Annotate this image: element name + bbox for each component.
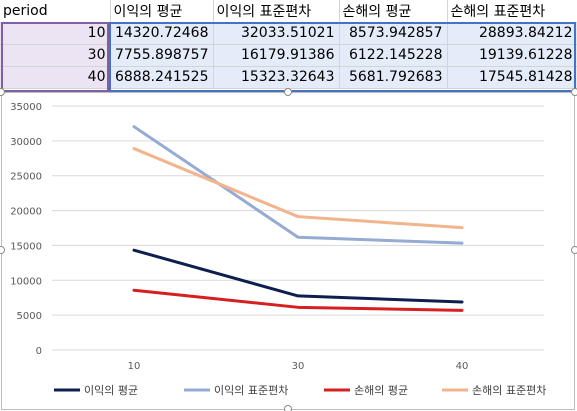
- resize-handle-top-left[interactable]: [0, 88, 5, 96]
- series-line-4[interactable]: [132, 147, 464, 230]
- x-tick-label: 30: [292, 361, 305, 372]
- cell-period[interactable]: 10: [0, 22, 111, 45]
- y-tick-label: 10000: [10, 276, 42, 287]
- cell-loss-mean[interactable]: 5681.792683: [339, 66, 448, 89]
- header-cell-period[interactable]: period: [0, 0, 111, 23]
- y-tick-label: 25000: [10, 172, 42, 183]
- series-line-2[interactable]: [132, 125, 464, 245]
- cell-profit-std[interactable]: 32033.51021: [213, 22, 340, 45]
- resize-handle-top-right[interactable]: [571, 88, 577, 96]
- cell-profit-mean[interactable]: 14320.72468: [110, 22, 214, 45]
- x-tick-label: 40: [456, 361, 469, 372]
- header-cell-loss-std[interactable]: 손해의 표준편차: [447, 0, 577, 23]
- table-row: 30 7755.898757 16179.91386 6122.145228 1…: [0, 44, 577, 67]
- cell-profit-mean[interactable]: 7755.898757: [110, 44, 214, 67]
- y-tick-label: 5000: [17, 311, 42, 322]
- cell-loss-std[interactable]: 19139.61228: [447, 44, 577, 67]
- y-tick-label: 30000: [10, 137, 42, 148]
- chart-object[interactable]: 0 5000 10000 15000 20000 25000 30000 35000 10 30 4…: [1, 92, 575, 410]
- header-cell-loss-mean[interactable]: 손해의 평균: [339, 0, 448, 23]
- legend-label: 이익의 평균: [84, 384, 138, 397]
- x-tick-label: 10: [128, 361, 141, 372]
- cell-loss-mean[interactable]: 8573.942857: [339, 22, 448, 45]
- resize-handle-middle-right[interactable]: [571, 246, 577, 254]
- header-cell-profit-mean[interactable]: 이익의 평균: [110, 0, 214, 23]
- cell-profit-std[interactable]: 16179.91386: [213, 44, 340, 67]
- legend-label: 손해의 평균: [354, 383, 408, 397]
- cell-profit-std[interactable]: 15323.32643: [213, 66, 340, 89]
- series-line-1[interactable]: [132, 248, 464, 304]
- cell-loss-mean[interactable]: 6122.145228: [339, 44, 448, 67]
- cell-loss-std[interactable]: 28893.84212: [447, 22, 577, 45]
- cell-profit-mean[interactable]: 6888.241525: [110, 66, 214, 89]
- header-cell-profit-std[interactable]: 이익의 표준편차: [213, 0, 340, 23]
- y-tick-label: 15000: [10, 241, 42, 252]
- line-chart: 0 5000 10000 15000 20000 25000 30000 35000 10 30 4…: [10, 102, 546, 397]
- legend-label: 이익의 표준편차: [214, 384, 288, 397]
- header-row: period 이익의 평균 이익의 표준편차 손해의 평균 손해의 표준편차: [0, 0, 577, 23]
- resize-handle-bottom-center[interactable]: [284, 405, 292, 411]
- cell-period[interactable]: 40: [0, 66, 111, 89]
- table-row: 40 6888.241525 15323.32643 5681.792683 1…: [0, 66, 577, 89]
- table-row: 10 14320.72468 32033.51021 8573.942857 2…: [0, 22, 577, 45]
- y-tick-label: 20000: [10, 207, 42, 218]
- legend-label: 손해의 표준편차: [472, 383, 546, 397]
- y-tick-label: 0: [36, 346, 42, 357]
- resize-handle-top-center[interactable]: [284, 88, 292, 96]
- data-table: period 이익의 평균 이익의 표준편차 손해의 평균 손해의 표준편차 1…: [0, 0, 577, 89]
- series-line-3[interactable]: [132, 288, 464, 312]
- resize-handle-middle-left[interactable]: [0, 246, 5, 254]
- cell-loss-std[interactable]: 17545.81428: [447, 66, 577, 89]
- y-tick-label: 35000: [10, 102, 42, 113]
- spreadsheet-grid: period 이익의 평균 이익의 표준편차 손해의 평균 손해의 표준편차 1…: [0, 0, 577, 93]
- cell-period[interactable]: 30: [0, 44, 111, 67]
